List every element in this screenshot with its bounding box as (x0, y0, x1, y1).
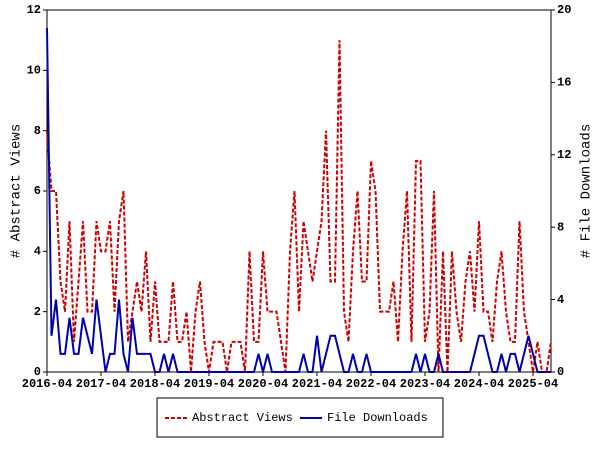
y2-tick-label: 0 (557, 365, 564, 379)
y-tick-label: 12 (27, 3, 41, 17)
y-tick-label: 10 (27, 64, 41, 78)
series-line (46, 28, 551, 373)
y-tick-label: 4 (34, 245, 41, 259)
y2-tick-label: 16 (557, 76, 571, 90)
x-tick-label: 2020-04 (238, 377, 288, 391)
x-tick-label: 2019-04 (184, 377, 234, 391)
x-tick-label: 2021-04 (292, 377, 342, 391)
legend-box (156, 397, 444, 438)
legend: Abstract Views File Downloads (156, 397, 444, 438)
series-line (46, 40, 552, 373)
x-tick-label: 2016-04 (22, 377, 72, 391)
y2-tick-label: 4 (557, 293, 564, 307)
y-tick-label: 0 (34, 365, 41, 379)
y-tick-label: 8 (34, 124, 41, 138)
x-tick-label: 2024-04 (454, 377, 504, 391)
legend-label: Abstract Views (192, 411, 293, 425)
y-tick-label: 2 (34, 305, 41, 319)
y2-tick-label: 12 (557, 148, 571, 162)
y-axis-title: # Abstract Views (9, 124, 25, 258)
x-tick-label: 2025-04 (508, 377, 558, 391)
y2-tick-label: 20 (557, 3, 571, 17)
x-tick-label: 2017-04 (76, 377, 126, 391)
x-tick-label: 2022-04 (346, 377, 396, 391)
x-tick-label: 2023-04 (400, 377, 450, 391)
y2-axis-title: # File Downloads (579, 124, 595, 258)
y-tick-label: 6 (34, 184, 41, 198)
x-tick-label: 2018-04 (130, 377, 180, 391)
legend-label: File Downloads (327, 411, 428, 425)
y2-tick-label: 8 (557, 220, 564, 234)
